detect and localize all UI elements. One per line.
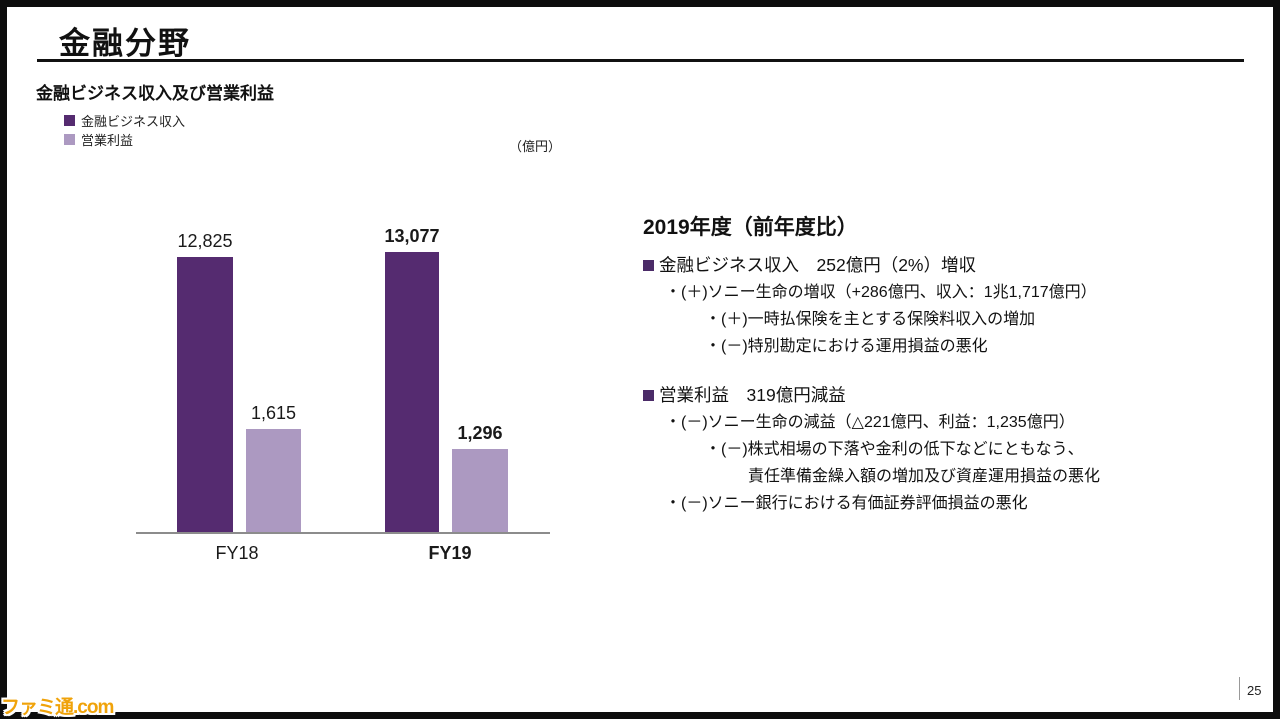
axis-unit-label: （億円） (509, 139, 562, 154)
bullet-square-icon (643, 260, 654, 271)
legend-label-revenue: 金融ビジネス収入 (81, 114, 186, 129)
commentary-bullet-line: 営業利益 319億円減益 (643, 382, 1243, 409)
famitsu-watermark: ファミ通.com (1, 697, 114, 718)
bullet-square-icon (643, 390, 654, 401)
legend-item-revenue: 金融ビジネス収入 (64, 111, 185, 130)
commentary-line: ・(－)ソニー生命の減益（△221億円、利益：1,235億円） (665, 414, 1075, 431)
page-title: 金融分野 (59, 26, 191, 61)
x-tick-fy19: FY19 (428, 543, 472, 563)
bar-value-label: 13,077 (384, 226, 440, 246)
legend-item-profit: 営業利益 (64, 130, 185, 149)
commentary-blocks: 金融ビジネス収入 252億円（2%）増収・(＋)ソニー生命の増収（+286億円、… (643, 252, 1243, 517)
bar-value-label: 1,296 (457, 423, 503, 443)
page-number: 25 (1247, 683, 1262, 698)
chart-legend: 金融ビジネス収入 営業利益 (64, 111, 185, 149)
commentary-block: 営業利益 319億円減益・(－)ソニー生命の減益（△221億円、利益：1,235… (643, 382, 1243, 517)
chart-subtitle: 金融ビジネス収入及び営業利益 (36, 84, 274, 103)
legend-swatch-revenue (64, 115, 75, 126)
bar-FY18-revenue (177, 257, 233, 532)
commentary-bullet-line: 金融ビジネス収入 252億円（2%）増収 (643, 252, 1243, 279)
bar-value-label: 12,825 (177, 231, 233, 251)
bullet-text: 金融ビジネス収入 252億円（2%）増収 (659, 255, 976, 275)
commentary-block: 金融ビジネス収入 252億円（2%）増収・(＋)ソニー生命の増収（+286億円、… (643, 252, 1243, 360)
bar-FY18-profit (246, 429, 301, 532)
page-number-divider (1239, 677, 1240, 700)
commentary-line: ・(－)株式相場の下落や金利の低下などにともなう、 (705, 441, 1084, 458)
commentary-line: ・(＋)ソニー生命の増収（+286億円、収入：1兆1,717億円） (665, 284, 1097, 301)
commentary-line: ・(－)ソニー銀行における有価証券評価損益の悪化 (665, 495, 1028, 512)
bullet-text: 営業利益 319億円減益 (659, 385, 846, 405)
bar-chart: 12,825 13,077 1,615 1,296 FY18 FY19 (136, 226, 550, 563)
commentary-panel: 2019年度（前年度比） 金融ビジネス収入 252億円（2%）増収・(＋)ソニー… (643, 211, 1243, 517)
bar-value-label: 1,615 (250, 403, 297, 423)
legend-swatch-profit (64, 134, 75, 145)
commentary-line: 責任準備金繰入額の増加及び資産運用損益の悪化 (748, 468, 1101, 485)
commentary-heading: 2019年度（前年度比） (643, 216, 858, 239)
bar-FY19-revenue (385, 252, 439, 532)
bar-FY19-profit (452, 449, 508, 532)
title-underline (37, 59, 1244, 62)
x-tick-fy18: FY18 (215, 543, 259, 563)
commentary-line: ・(＋)一時払保険を主とする保険料収入の増加 (705, 311, 1036, 328)
legend-label-profit: 営業利益 (81, 133, 134, 148)
commentary-line: ・(－)特別勘定における運用損益の悪化 (705, 338, 988, 355)
x-axis-line (136, 532, 550, 534)
